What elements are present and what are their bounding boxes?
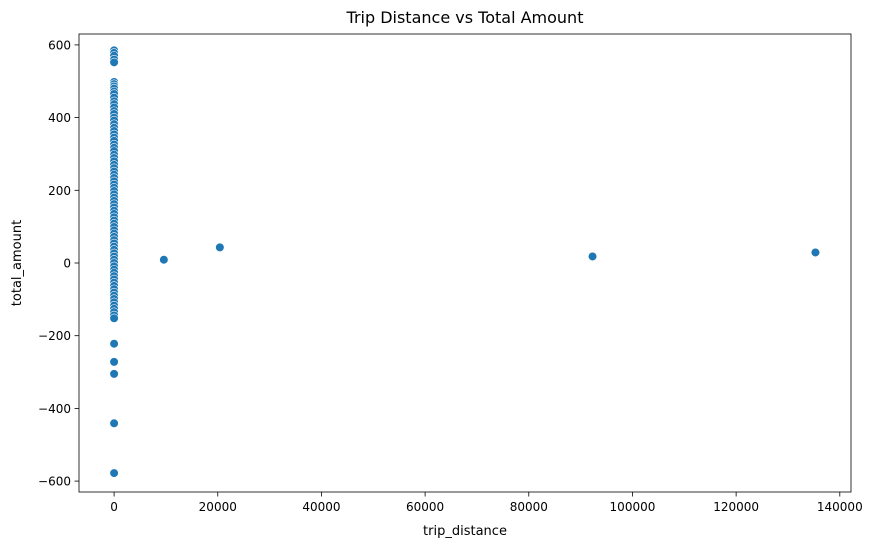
y-tick-label: 400 bbox=[48, 111, 71, 125]
data-point bbox=[109, 339, 119, 349]
x-tick-label: 100000 bbox=[610, 500, 656, 514]
y-tick-label: 200 bbox=[48, 184, 71, 198]
data-point bbox=[109, 369, 119, 379]
data-point bbox=[159, 255, 169, 265]
x-tick-label: 40000 bbox=[302, 500, 340, 514]
data-point bbox=[587, 251, 598, 262]
x-tick-label: 80000 bbox=[510, 500, 548, 514]
y-axis-ticks: −600 −400 −200 0 200 400 600 bbox=[38, 38, 79, 489]
data-points bbox=[109, 45, 821, 478]
data-point bbox=[109, 468, 119, 478]
chart-title: Trip Distance vs Total Amount bbox=[346, 8, 584, 27]
x-tick-label: 140000 bbox=[817, 500, 863, 514]
data-point bbox=[109, 357, 119, 367]
x-tick-label: 60000 bbox=[406, 500, 444, 514]
x-tick-label: 0 bbox=[110, 500, 118, 514]
y-axis-label: total_amount bbox=[10, 220, 25, 306]
x-tick-label: 20000 bbox=[199, 500, 237, 514]
x-axis-ticks: 0 20000 40000 60000 80000 100000 120000 140000 bbox=[110, 492, 863, 514]
data-point bbox=[215, 242, 225, 252]
data-point bbox=[109, 57, 119, 67]
data-point bbox=[810, 247, 821, 258]
data-point bbox=[109, 418, 119, 428]
y-tick-label: 600 bbox=[48, 38, 71, 52]
y-tick-label: −400 bbox=[38, 402, 71, 416]
data-point bbox=[109, 313, 119, 323]
y-tick-label: −600 bbox=[38, 475, 71, 489]
y-tick-label: 0 bbox=[63, 257, 71, 271]
y-tick-label: −200 bbox=[38, 329, 71, 343]
x-axis-label: trip_distance bbox=[423, 524, 507, 539]
x-tick-label: 120000 bbox=[713, 500, 759, 514]
